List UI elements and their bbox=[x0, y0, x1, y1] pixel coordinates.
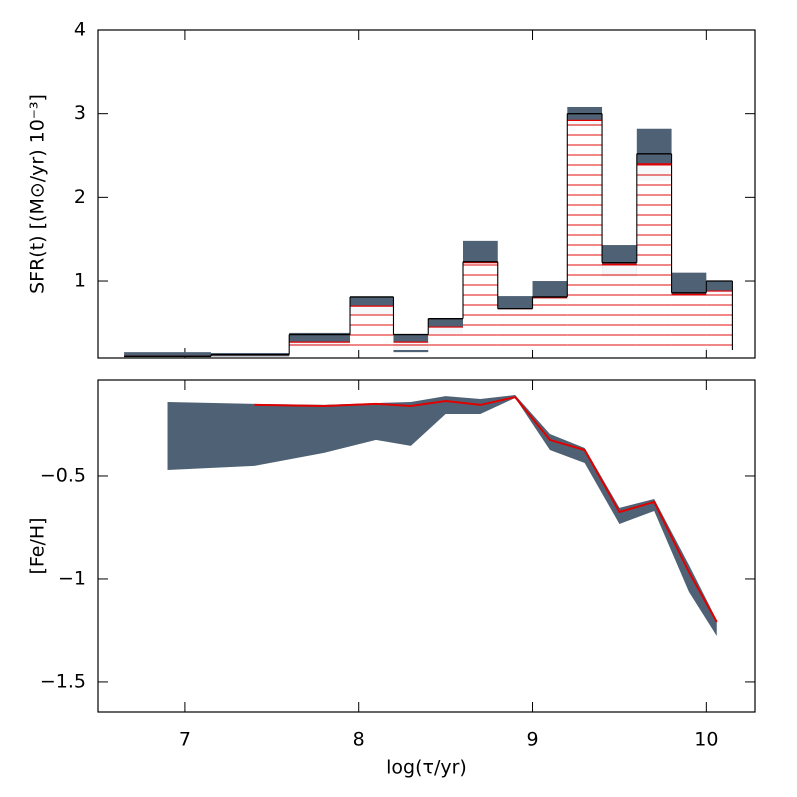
uncertainty-band bbox=[706, 281, 733, 294]
x-axis-label: log(τ/yr) bbox=[386, 757, 467, 779]
plot-frame bbox=[97, 29, 756, 359]
plot-frame bbox=[97, 379, 756, 713]
fit-bar bbox=[636, 163, 672, 350]
fit-bar bbox=[497, 308, 533, 350]
fit-bar bbox=[532, 297, 568, 350]
fit-bar bbox=[289, 342, 351, 350]
uncertainty-band bbox=[671, 272, 707, 297]
y-tick-label: −1.5 bbox=[40, 670, 86, 692]
x-tick-label: 8 bbox=[353, 729, 365, 751]
y-axis-label: [Fe/H] bbox=[27, 517, 49, 574]
uncertainty-band bbox=[497, 296, 533, 310]
fit-bar bbox=[671, 294, 707, 350]
fit-bar bbox=[428, 327, 463, 350]
y-tick-label: 1 bbox=[74, 270, 86, 292]
fit-bar bbox=[463, 262, 498, 350]
fit-bar bbox=[393, 342, 429, 350]
uncertainty-band bbox=[124, 352, 211, 358]
y-axis-label: SFR(t) [(M⊙/yr) 10⁻³] bbox=[27, 94, 49, 294]
y-tick-label: 3 bbox=[74, 102, 86, 124]
uncertainty-band bbox=[167, 395, 717, 637]
fit-bar bbox=[567, 120, 603, 351]
uncertainty-band bbox=[532, 281, 568, 300]
y-tick-label: 2 bbox=[74, 186, 86, 208]
x-tick-label: 7 bbox=[179, 729, 191, 751]
fit-bar bbox=[706, 291, 733, 350]
fit-bar bbox=[350, 306, 394, 350]
uncertainty-band bbox=[463, 240, 498, 262]
metallicity-line bbox=[254, 395, 718, 623]
y-tick-label: −1 bbox=[58, 567, 86, 589]
y-tick-label: −0.5 bbox=[40, 464, 86, 486]
x-tick-label: 10 bbox=[694, 729, 718, 751]
y-tick-label: 4 bbox=[74, 19, 86, 41]
x-tick-label: 9 bbox=[526, 729, 538, 751]
fit-bar bbox=[602, 264, 637, 350]
